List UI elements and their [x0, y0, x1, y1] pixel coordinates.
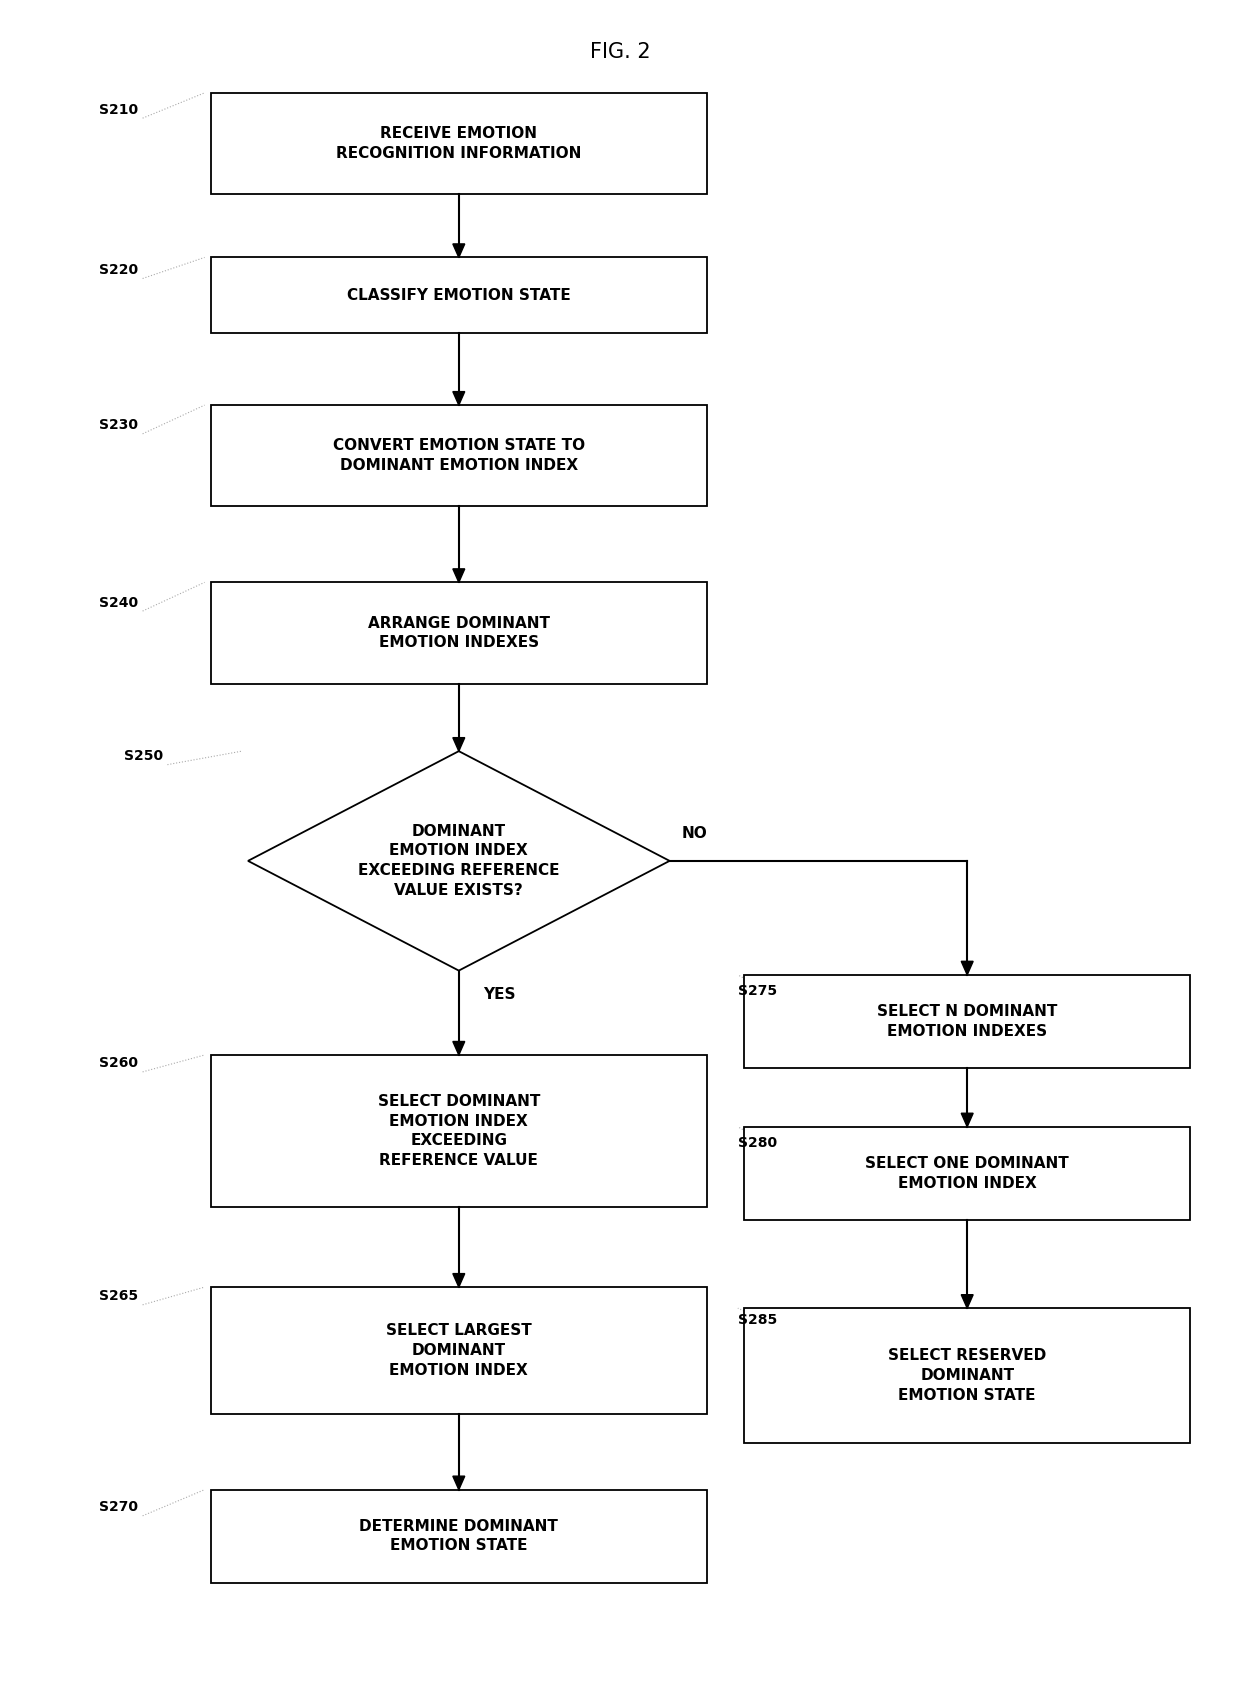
Text: S220: S220	[99, 263, 139, 277]
Polygon shape	[961, 960, 973, 974]
Bar	[744, 1128, 1190, 1219]
Text: S260: S260	[99, 1057, 138, 1070]
Text: SELECT DOMINANT
EMOTION INDEX
EXCEEDING
REFERENCE VALUE: SELECT DOMINANT EMOTION INDEX EXCEEDING …	[378, 1094, 539, 1168]
Polygon shape	[961, 1114, 973, 1128]
Text: S270: S270	[99, 1501, 138, 1514]
Text: SELECT N DOMINANT
EMOTION INDEXES: SELECT N DOMINANT EMOTION INDEXES	[877, 1004, 1058, 1038]
Text: S265: S265	[99, 1290, 139, 1303]
Polygon shape	[453, 738, 465, 751]
Text: S285: S285	[738, 1313, 777, 1327]
Text: S210: S210	[99, 103, 139, 116]
Text: SELECT LARGEST
DOMINANT
EMOTION INDEX: SELECT LARGEST DOMINANT EMOTION INDEX	[386, 1323, 532, 1377]
Text: S250: S250	[124, 749, 164, 763]
Text: ARRANGE DOMINANT
EMOTION INDEXES: ARRANGE DOMINANT EMOTION INDEXES	[368, 616, 549, 650]
Text: YES: YES	[484, 987, 516, 1003]
Text: S280: S280	[738, 1136, 777, 1150]
Bar	[744, 1308, 1190, 1443]
Text: CONVERT EMOTION STATE TO
DOMINANT EMOTION INDEX: CONVERT EMOTION STATE TO DOMINANT EMOTIO…	[332, 439, 585, 473]
Polygon shape	[248, 751, 670, 971]
Polygon shape	[961, 1295, 973, 1308]
Polygon shape	[453, 1273, 465, 1286]
Bar	[211, 1055, 707, 1207]
Bar	[744, 974, 1190, 1067]
Polygon shape	[453, 1041, 465, 1055]
Polygon shape	[453, 392, 465, 405]
Text: SELECT RESERVED
DOMINANT
EMOTION STATE: SELECT RESERVED DOMINANT EMOTION STATE	[888, 1349, 1047, 1403]
Text: DOMINANT
EMOTION INDEX
EXCEEDING REFERENCE
VALUE EXISTS?: DOMINANT EMOTION INDEX EXCEEDING REFEREN…	[358, 824, 559, 898]
Bar	[211, 582, 707, 684]
Polygon shape	[453, 569, 465, 582]
Text: S240: S240	[99, 596, 139, 609]
Text: NO: NO	[682, 825, 708, 841]
Bar	[211, 1491, 707, 1583]
Text: S230: S230	[99, 419, 138, 432]
Text: FIG. 2: FIG. 2	[590, 42, 650, 62]
Text: S275: S275	[738, 984, 777, 998]
Text: CLASSIFY EMOTION STATE: CLASSIFY EMOTION STATE	[347, 289, 570, 302]
Bar	[211, 257, 707, 334]
Text: RECEIVE EMOTION
RECOGNITION INFORMATION: RECEIVE EMOTION RECOGNITION INFORMATION	[336, 127, 582, 160]
Text: SELECT ONE DOMINANT
EMOTION INDEX: SELECT ONE DOMINANT EMOTION INDEX	[866, 1156, 1069, 1190]
Text: DETERMINE DOMINANT
EMOTION STATE: DETERMINE DOMINANT EMOTION STATE	[360, 1519, 558, 1553]
Polygon shape	[453, 245, 465, 257]
Polygon shape	[453, 1475, 465, 1491]
Bar	[211, 1286, 707, 1415]
Bar	[211, 93, 707, 194]
Bar	[211, 405, 707, 506]
